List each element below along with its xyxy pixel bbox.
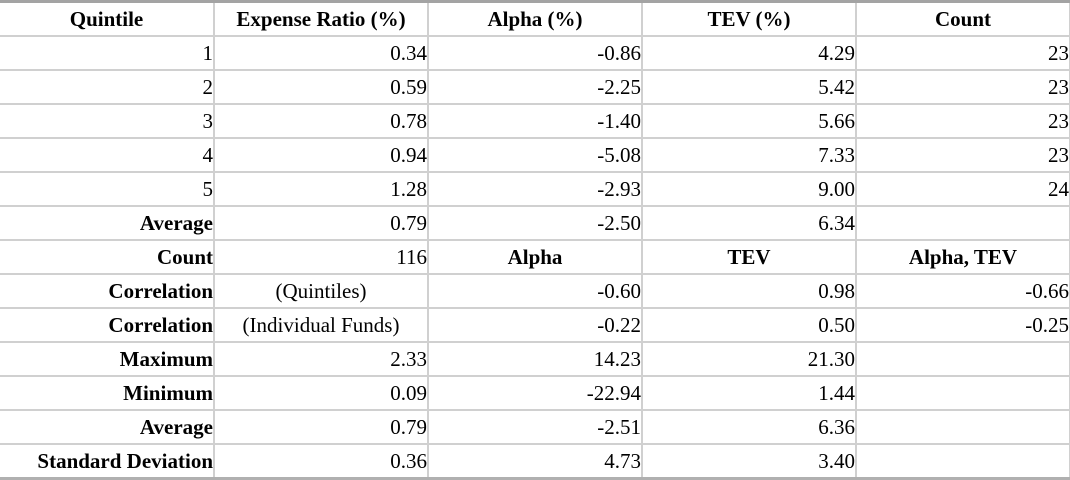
table-cell[interactable]: -5.08	[427, 137, 643, 173]
table-row: Standard Deviation 0.36 4.73 3.40	[0, 443, 1070, 480]
table-cell[interactable]: 9.00	[641, 171, 857, 207]
table-cell[interactable]: 14.23	[427, 341, 643, 377]
table-cell[interactable]: 6.36	[641, 409, 857, 445]
table-row: 4 0.94 -5.08 7.33 23	[0, 137, 1070, 173]
column-header[interactable]: Expense Ratio (%)	[213, 0, 429, 37]
table-row: Average 0.79 -2.51 6.36	[0, 409, 1070, 445]
table-cell[interactable]	[855, 443, 1070, 480]
column-header[interactable]: Alpha (%)	[427, 0, 643, 37]
table-row: Correlation (Individual Funds) -0.22 0.50 -0…	[0, 307, 1070, 343]
table-row: Minimum 0.09 -22.94 1.44	[0, 375, 1070, 411]
table-cell[interactable]: 0.50	[641, 307, 857, 343]
table-cell[interactable]: Average	[0, 409, 215, 445]
table-cell[interactable]: 1.44	[641, 375, 857, 411]
table-cell[interactable]: 1	[0, 35, 215, 71]
table-cell[interactable]: 7.33	[641, 137, 857, 173]
table-cell[interactable]: 4.29	[641, 35, 857, 71]
table-cell[interactable]	[855, 205, 1070, 241]
table-cell[interactable]: 116	[213, 239, 429, 275]
table-cell[interactable]: -2.25	[427, 69, 643, 105]
table-cell[interactable]: 23	[855, 69, 1070, 105]
table-cell[interactable]: 2	[0, 69, 215, 105]
table-cell[interactable]	[855, 409, 1070, 445]
table-cell[interactable]: 0.34	[213, 35, 429, 71]
header-row: Quintile Expense Ratio (%) Alpha (%) TEV (%…	[0, 0, 1070, 37]
table-cell[interactable]: TEV	[641, 239, 857, 275]
table-cell[interactable]: 5	[0, 171, 215, 207]
table-cell[interactable]: 2.33	[213, 341, 429, 377]
table-cell[interactable]: 0.36	[213, 443, 429, 480]
table-cell[interactable]: -0.60	[427, 273, 643, 309]
table-cell[interactable]: 23	[855, 137, 1070, 173]
table-row: Maximum 2.33 14.23 21.30	[0, 341, 1070, 377]
table-cell[interactable]: Alpha	[427, 239, 643, 275]
table-cell[interactable]: Average	[0, 205, 215, 241]
table-row: 1 0.34 -0.86 4.29 23	[0, 35, 1070, 71]
table-cell[interactable]: -0.25	[855, 307, 1070, 343]
table-cell[interactable]: 4	[0, 137, 215, 173]
table-cell[interactable]: Correlation	[0, 273, 215, 309]
table-row: Average 0.79 -2.50 6.34	[0, 205, 1070, 241]
table-cell[interactable]: -2.93	[427, 171, 643, 207]
table-cell[interactable]: -0.86	[427, 35, 643, 71]
table-row: 5 1.28 -2.93 9.00 24	[0, 171, 1070, 207]
table-cell[interactable]: -0.66	[855, 273, 1070, 309]
table-cell[interactable]: 0.09	[213, 375, 429, 411]
table-row: 2 0.59 -2.25 5.42 23	[0, 69, 1070, 105]
table-cell[interactable]: 5.66	[641, 103, 857, 139]
table-row: Count 116 Alpha TEV Alpha, TEV	[0, 239, 1070, 275]
table-cell[interactable]: (Individual Funds)	[213, 307, 429, 343]
table-cell[interactable]: Maximum	[0, 341, 215, 377]
table-cell[interactable]: (Quintiles)	[213, 273, 429, 309]
table-cell[interactable]: 4.73	[427, 443, 643, 480]
table-cell[interactable]: 3	[0, 103, 215, 139]
table-cell[interactable]: -22.94	[427, 375, 643, 411]
table-row: Correlation (Quintiles) -0.60 0.98 -0.66	[0, 273, 1070, 309]
table-cell[interactable]: -2.50	[427, 205, 643, 241]
table-cell[interactable]: Alpha, TEV	[855, 239, 1070, 275]
table-cell[interactable]: 23	[855, 35, 1070, 71]
table-cell[interactable]: 0.79	[213, 205, 429, 241]
column-header[interactable]: TEV (%)	[641, 0, 857, 37]
table-cell[interactable]: 0.78	[213, 103, 429, 139]
table-cell[interactable]: -0.22	[427, 307, 643, 343]
table-cell[interactable]: 24	[855, 171, 1070, 207]
table-cell[interactable]: 5.42	[641, 69, 857, 105]
table-cell[interactable]: 3.40	[641, 443, 857, 480]
table-row: 3 0.78 -1.40 5.66 23	[0, 103, 1070, 139]
table-cell[interactable]: -1.40	[427, 103, 643, 139]
table-cell[interactable]: 0.94	[213, 137, 429, 173]
table-body: 1 0.34 -0.86 4.29 23 2 0.59 -2.25 5.42 23 3 0.78 -1.…	[0, 35, 1070, 480]
table-cell[interactable]: Count	[0, 239, 215, 275]
table-cell[interactable]: 21.30	[641, 341, 857, 377]
table-cell[interactable]: 1.28	[213, 171, 429, 207]
table-cell[interactable]: -2.51	[427, 409, 643, 445]
table-cell[interactable]: 0.79	[213, 409, 429, 445]
table-cell[interactable]: 6.34	[641, 205, 857, 241]
table-cell[interactable]	[855, 375, 1070, 411]
table-cell[interactable]: 0.98	[641, 273, 857, 309]
column-header[interactable]: Count	[855, 0, 1070, 37]
table-cell[interactable]	[855, 341, 1070, 377]
table-cell[interactable]: 23	[855, 103, 1070, 139]
table-cell[interactable]: Standard Deviation	[0, 443, 215, 480]
column-header[interactable]: Quintile	[0, 0, 215, 37]
table-cell[interactable]: Minimum	[0, 375, 215, 411]
table-cell[interactable]: 0.59	[213, 69, 429, 105]
table-cell[interactable]: Correlation	[0, 307, 215, 343]
